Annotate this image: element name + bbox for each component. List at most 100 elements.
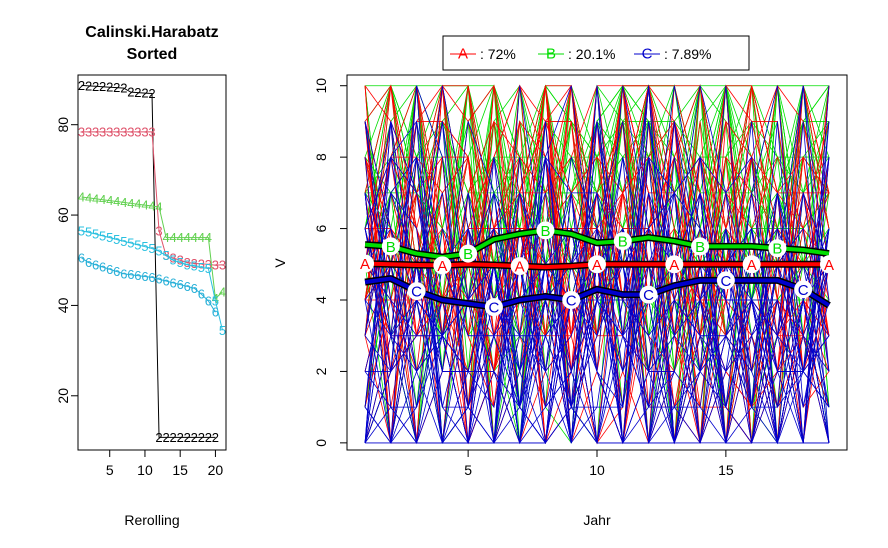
marker-A: A xyxy=(592,257,602,274)
series-point-2: 2 xyxy=(85,78,92,93)
series-point-2: 2 xyxy=(148,86,155,101)
marker-A: A xyxy=(824,257,834,274)
series-point-4: 4 xyxy=(106,193,113,208)
series-point-5: 5 xyxy=(120,234,127,249)
y-tick-label: 8 xyxy=(313,153,329,161)
marker-C: C xyxy=(798,282,809,299)
right-x-axis: 5 10 15 xyxy=(464,450,734,478)
x-tick-label: 15 xyxy=(718,462,734,478)
marker-bg-A xyxy=(742,255,761,274)
series-point-4: 4 xyxy=(120,195,127,210)
series-point-5: 5 xyxy=(134,237,141,252)
right-y-axis: 0 2 4 6 8 10 xyxy=(313,78,347,447)
x-tick-label: 10 xyxy=(589,462,605,478)
marker-bg-C xyxy=(407,282,426,301)
series-point-3: 3 xyxy=(120,124,127,139)
series-point-4: 4 xyxy=(99,192,106,207)
series-point-3: 3 xyxy=(198,256,205,271)
x-tick-label: 20 xyxy=(208,462,224,478)
series-point-4: 4 xyxy=(205,230,212,245)
series-point-3: 3 xyxy=(170,250,177,265)
series-point-2: 2 xyxy=(127,85,134,100)
marker-A: A xyxy=(747,257,757,274)
series-point-5: 5 xyxy=(127,236,134,251)
series-point-6: 6 xyxy=(162,274,169,289)
series-point-6: 6 xyxy=(92,257,99,272)
marker-bg-A xyxy=(433,256,452,275)
series-point-6: 6 xyxy=(191,281,198,296)
series-point-5: 5 xyxy=(219,323,226,338)
y-tick-label: 4 xyxy=(313,296,329,304)
marker-C: C xyxy=(566,293,577,310)
series-point-6: 6 xyxy=(198,287,205,302)
series-point-6: 6 xyxy=(170,275,177,290)
marker-A: A xyxy=(669,257,679,274)
series-point-2: 2 xyxy=(78,78,85,93)
series-point-6: 6 xyxy=(99,260,106,275)
series-point-2: 2 xyxy=(134,85,141,100)
series-point-6: 6 xyxy=(177,277,184,292)
marker-bg-C xyxy=(562,291,581,309)
series-point-6: 6 xyxy=(212,305,219,320)
marker-A: A xyxy=(437,258,447,275)
series-point-4: 4 xyxy=(219,284,226,299)
series-point-3: 3 xyxy=(177,253,184,268)
left-chart-title: Calinski.Harabatz xyxy=(85,24,218,41)
left-x-axis: 5 10 15 20 xyxy=(106,450,224,478)
marker-C: C xyxy=(411,284,422,301)
series-point-3: 3 xyxy=(92,124,99,139)
marker-bg-A xyxy=(588,255,606,274)
series-point-5: 5 xyxy=(92,227,99,242)
series-point-2: 2 xyxy=(120,81,127,96)
marker-bg-A xyxy=(665,255,684,274)
series-point-6: 6 xyxy=(134,268,141,283)
series-point-3: 3 xyxy=(219,257,226,272)
x-tick-label: 15 xyxy=(172,462,188,478)
series-point-2: 2 xyxy=(191,430,198,445)
legend-key-B: B xyxy=(546,46,556,63)
legend-box xyxy=(442,35,750,71)
series-point-2: 2 xyxy=(184,430,191,445)
series-point-2: 2 xyxy=(113,80,120,95)
series-point-4: 4 xyxy=(134,197,141,212)
series-point-4: 4 xyxy=(92,191,99,206)
series-point-2: 2 xyxy=(155,430,162,445)
marker-bg-A xyxy=(819,255,838,274)
y-tick-label: 20 xyxy=(55,388,71,404)
series-point-5: 5 xyxy=(155,244,162,259)
x-tick-label: 5 xyxy=(106,462,114,478)
x-tick-label: 10 xyxy=(137,462,153,478)
series-point-5: 5 xyxy=(177,255,184,270)
series-point-3: 3 xyxy=(127,124,134,139)
series-line-3 xyxy=(81,131,223,266)
y-tick-label: 60 xyxy=(55,207,71,223)
series-point-4: 4 xyxy=(191,230,198,245)
series-point-4: 4 xyxy=(141,198,148,213)
series-point-3: 3 xyxy=(78,124,85,139)
series-point-3: 3 xyxy=(134,124,141,139)
series-point-3: 3 xyxy=(155,223,162,238)
y-tick-label: 40 xyxy=(55,297,71,313)
left-y-axis: 20 40 60 80 xyxy=(55,117,78,404)
left-chart-subtitle: Sorted xyxy=(127,46,178,63)
series-point-5: 5 xyxy=(184,257,191,272)
trace-C xyxy=(364,157,830,445)
series-point-2: 2 xyxy=(92,79,99,94)
marker-bg-C xyxy=(716,271,735,290)
marker-B: B xyxy=(540,223,550,240)
series-point-6: 6 xyxy=(78,250,85,265)
series-line-4 xyxy=(81,196,223,300)
series-point-3: 3 xyxy=(106,124,113,139)
right-series-group: A A A A A A AB BBB B BCC C CCC xyxy=(356,221,838,317)
series-point-6: 6 xyxy=(155,272,162,287)
series-point-6: 6 xyxy=(141,269,148,284)
y-tick-label: 6 xyxy=(313,224,329,232)
series-point-3: 3 xyxy=(148,124,155,139)
series-point-5: 5 xyxy=(85,225,92,240)
series-point-2: 2 xyxy=(170,430,177,445)
series-point-2: 2 xyxy=(205,430,212,445)
series-point-3: 3 xyxy=(184,255,191,270)
marker-bg-B xyxy=(381,237,400,256)
series-point-4: 4 xyxy=(148,199,155,214)
